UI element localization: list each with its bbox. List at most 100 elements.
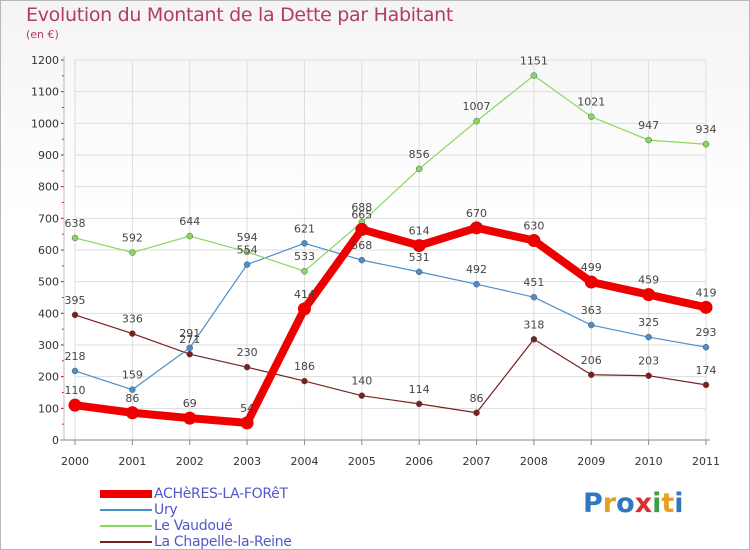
data-label: 492 (466, 263, 487, 276)
series-line-0 (74, 223, 707, 427)
data-point (68, 398, 82, 412)
data-label: 630 (523, 220, 544, 233)
data-point (358, 256, 366, 264)
data-label: 293 (696, 326, 717, 339)
chart-title: Evolution du Montant de la Dette par Hab… (26, 4, 454, 26)
legend-swatch (100, 541, 152, 543)
data-point (129, 249, 136, 256)
legend-swatch (100, 525, 152, 527)
x-tick-label: 2008 (520, 455, 548, 468)
proxiti-logo: Proxiti (583, 488, 684, 519)
chart-subtitle: (en €) (26, 28, 59, 41)
series-line-1 (74, 242, 707, 391)
data-label: 395 (65, 294, 86, 307)
data-label: 533 (294, 250, 315, 263)
x-tick-label: 2002 (176, 455, 204, 468)
data-label: 291 (179, 327, 200, 340)
data-label: 947 (638, 119, 659, 132)
y-tick-label: 300 (38, 339, 59, 352)
data-point (243, 363, 251, 371)
data-label: 531 (409, 251, 430, 264)
data-point (702, 381, 710, 389)
x-tick-label: 2001 (118, 455, 146, 468)
data-point (645, 333, 652, 341)
data-label: 1151 (520, 55, 548, 68)
data-point (129, 330, 136, 337)
legend-label: Le Vaudoué (154, 518, 233, 534)
data-label: 318 (523, 318, 544, 331)
data-label: 934 (696, 123, 717, 136)
data-point (530, 336, 538, 343)
y-tick-label: 1100 (31, 86, 59, 99)
legend-item: Ury (100, 502, 292, 518)
data-point (186, 350, 193, 358)
data-point (355, 222, 369, 236)
data-point (645, 136, 652, 144)
data-point (243, 261, 251, 268)
x-tick-label: 2011 (692, 455, 720, 468)
data-label: 140 (351, 375, 372, 388)
y-tick-label: 1000 (31, 117, 59, 130)
series-line-3 (74, 314, 707, 414)
logo-letter: i (652, 488, 662, 519)
data-label: 856 (409, 148, 430, 161)
y-tick-label: 900 (38, 149, 59, 162)
data-point (186, 232, 193, 240)
x-tick-label: 2006 (405, 455, 433, 468)
data-label: 568 (351, 239, 372, 252)
data-label: 414 (294, 288, 315, 301)
data-point (358, 392, 366, 399)
data-point (470, 221, 484, 235)
data-labels: 110 86 69 54 414 665 614 670 630 499 459 419 218 159 2… (65, 55, 717, 415)
data-label: 363 (581, 304, 602, 317)
data-label: 218 (65, 350, 86, 363)
data-label: 665 (351, 208, 372, 221)
data-point (129, 386, 136, 393)
data-label: 54 (240, 402, 254, 415)
data-point (473, 280, 480, 288)
data-label: 86 (125, 392, 139, 405)
data-label: 499 (581, 261, 602, 274)
data-point (297, 302, 311, 316)
data-point (702, 343, 710, 351)
data-label: 230 (237, 346, 258, 359)
logo-letter: i (674, 488, 684, 519)
data-label: 69 (183, 397, 197, 410)
x-tick-label: 2003 (233, 455, 261, 468)
data-point (699, 300, 713, 314)
data-point (415, 400, 423, 408)
data-label: 451 (523, 276, 544, 289)
data-point (415, 165, 423, 173)
logo-letter: x (634, 488, 653, 519)
data-label: 638 (65, 217, 86, 230)
data-point (71, 311, 79, 319)
series-line-2 (74, 74, 707, 272)
data-label: 186 (294, 360, 315, 373)
y-tick-label: 1200 (31, 54, 59, 67)
data-point (584, 275, 598, 289)
legend-label: La Chapelle-la-Reine (154, 534, 292, 550)
data-point (301, 267, 308, 275)
data-label: 110 (65, 384, 86, 397)
data-label: 86 (470, 392, 484, 405)
data-label: 670 (466, 207, 487, 220)
data-label: 206 (581, 354, 602, 367)
data-point (702, 140, 710, 148)
data-point (588, 113, 595, 120)
y-tick-label: 400 (38, 307, 59, 320)
data-point (642, 288, 656, 302)
data-label: 621 (294, 222, 315, 235)
series-lines (68, 72, 713, 430)
x-tick-label: 2004 (290, 455, 318, 468)
data-label: 159 (122, 369, 143, 382)
y-tick-label: 100 (38, 402, 59, 415)
data-point (473, 117, 480, 125)
data-label: 644 (179, 215, 200, 228)
data-label: 174 (696, 364, 717, 377)
data-label: 594 (237, 231, 258, 244)
data-point (530, 293, 538, 301)
x-tick-label: 2007 (463, 455, 491, 468)
data-label: 419 (696, 286, 717, 299)
x-tick-labels: 2000 2001 2002 2003 2004 2005 2006 2007 2008 2009… (61, 455, 720, 468)
